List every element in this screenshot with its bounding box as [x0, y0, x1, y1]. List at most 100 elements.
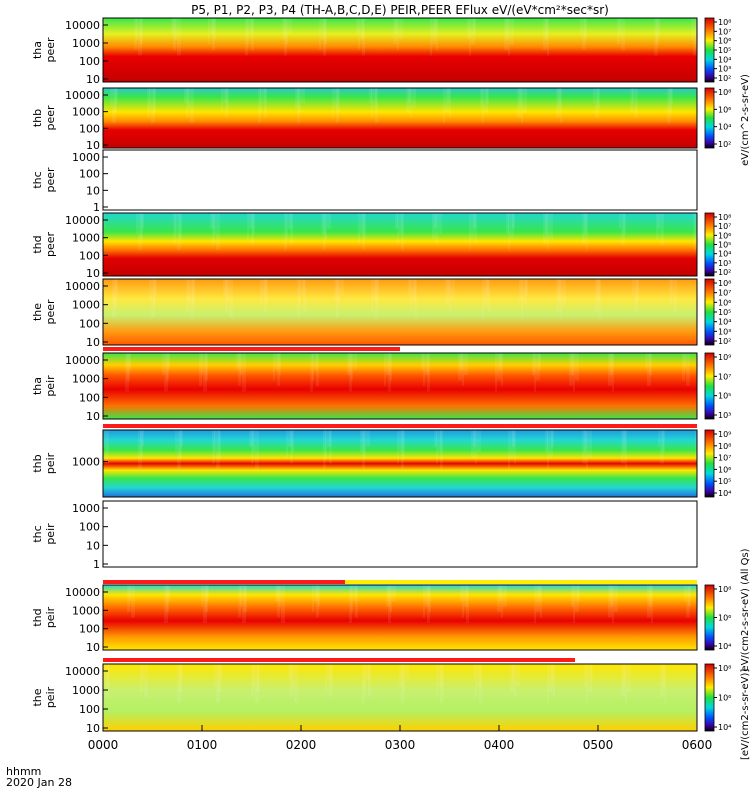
streak [325, 664, 327, 692]
streak [547, 664, 549, 704]
streak [647, 353, 651, 386]
colorbar-tick-label: 10⁶ [718, 231, 731, 240]
streak [288, 213, 292, 229]
streak [203, 353, 207, 392]
streak [508, 213, 510, 250]
streak [279, 353, 281, 375]
streak [355, 585, 358, 618]
y-tick-label: 10 [86, 539, 100, 552]
streak [519, 88, 522, 108]
y-tick-label: 10000 [65, 354, 100, 367]
streak [556, 279, 560, 312]
streak [318, 585, 320, 607]
y-axis-label-species: peer [44, 105, 57, 131]
streak [275, 353, 279, 370]
streak [181, 664, 183, 681]
streak [347, 353, 351, 375]
streak [277, 353, 280, 386]
streak [482, 279, 484, 318]
streak [471, 18, 475, 45]
streak [393, 18, 397, 45]
streak [599, 279, 601, 318]
streak [654, 18, 658, 56]
colorbar [704, 584, 715, 651]
streak [412, 279, 416, 301]
y-tick-label: 1000 [72, 151, 100, 164]
panel-frame [102, 149, 698, 211]
streak [608, 585, 612, 618]
streak [168, 353, 170, 370]
streak [466, 585, 469, 623]
y-tick-label: 100 [79, 623, 100, 636]
streak [238, 353, 241, 386]
streak [260, 279, 262, 307]
x-tick-label: 0500 [583, 738, 614, 752]
streak [688, 585, 691, 607]
streak [323, 213, 326, 250]
streak [479, 664, 482, 704]
streak [277, 585, 280, 618]
streak [338, 88, 340, 113]
streak [656, 18, 659, 45]
streak [549, 213, 553, 240]
streak [658, 430, 660, 447]
y-axis-label-probe: thb [31, 454, 44, 472]
panel-thd-peir: thdpeir 10 100 1000 10000 10⁴ 10⁶ 10⁸ [31, 584, 731, 654]
x-tick-label: 0100 [187, 738, 218, 752]
streak [273, 353, 275, 381]
streak [425, 353, 429, 375]
quality-flag-segment [103, 658, 575, 662]
colorbar-tick-label: 10⁵ [718, 477, 731, 486]
streak [153, 279, 156, 307]
y-tick-label: 1000 [72, 373, 100, 386]
streak [142, 664, 144, 681]
streak [134, 18, 137, 50]
streak [573, 353, 575, 392]
streak [362, 18, 365, 56]
colorbar-tick-label: 10⁶ [718, 614, 731, 623]
streak [449, 88, 451, 118]
colorbar-tick-label: 10⁸ [718, 585, 731, 594]
y-axis-label-species: peer [44, 299, 57, 325]
streak [436, 664, 438, 698]
streak [388, 585, 391, 623]
streak [664, 664, 666, 704]
y-tick-label: 10000 [65, 665, 100, 678]
y-axis-label: thdpeir [31, 606, 57, 628]
streak [336, 88, 339, 123]
streak [284, 213, 287, 250]
colorbar-tick-label: 10⁶ [718, 298, 731, 307]
y-tick-label: 1000 [72, 684, 100, 697]
streak [429, 585, 431, 613]
streak [693, 18, 697, 56]
streak [227, 88, 229, 108]
streak [501, 353, 503, 386]
streak [399, 430, 403, 453]
x-tick-label: 0200 [286, 738, 317, 752]
y-tick-label: 1 [93, 558, 100, 571]
streak [582, 430, 586, 464]
streak [251, 213, 254, 245]
spectrogram [103, 430, 697, 497]
streak [164, 585, 168, 623]
streak [331, 664, 333, 687]
streak [575, 585, 579, 613]
streak [432, 18, 436, 45]
colorbar-tick-label: 10² [718, 140, 731, 149]
streak [314, 585, 318, 602]
y-axis-label-probe: thc [31, 525, 44, 542]
streak [623, 430, 626, 453]
streak [340, 279, 344, 296]
streak [384, 353, 386, 386]
streak [220, 664, 222, 681]
streak [173, 18, 176, 50]
y-axis-label-species: peir [44, 686, 57, 708]
streak [597, 279, 600, 301]
panel-tha-peer: thapeer 10 100 1000 10000 10²10³10⁴10⁵10⁶10⁷1… [31, 17, 731, 86]
streak [392, 585, 396, 602]
streak [593, 88, 595, 103]
panel-frame [102, 278, 698, 346]
y-tick-label: 10 [86, 722, 100, 735]
quality-flag-segment [345, 580, 697, 584]
colorbar-tick-label: 10³ [718, 327, 731, 336]
